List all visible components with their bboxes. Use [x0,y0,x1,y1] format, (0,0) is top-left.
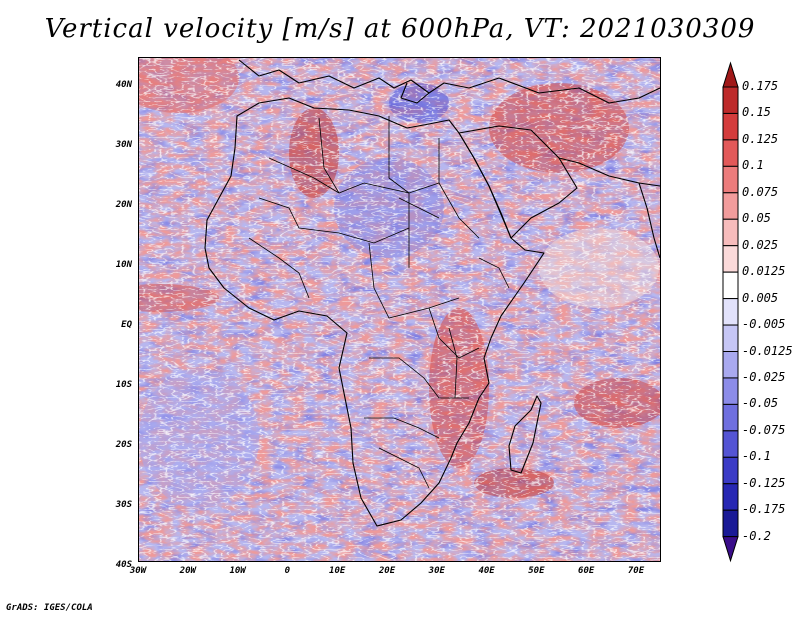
lon-tick-label: 40E [478,566,495,576]
credit-text: GrADS: IGES/COLA [6,603,93,613]
colorbar-segment [722,403,739,432]
lon-tick-label: 10W [229,566,246,576]
colorbar-max-arrow [722,61,739,88]
chart-title: Vertical velocity [m/s] at 600hPa, VT: 2… [44,14,756,44]
colorbar-level-label: 0.15 [742,105,771,120]
colorbar-segment [722,271,739,300]
colorbar-segment [722,218,739,247]
vertical-velocity-map [139,58,660,561]
colorbar-level-label: 0.125 [742,131,779,146]
colorbar-segment [722,112,739,141]
colorbar-level-label: -0.2 [742,528,771,543]
lat-tick-label: 20S [115,440,132,450]
lat-tick-label: 40S [115,560,132,570]
lat-tick-label: 20N [115,200,132,210]
lat-tick-label: EQ [121,320,132,330]
colorbar-segment [722,324,739,352]
lon-tick-label: 0 [284,566,291,576]
colorbar-level-label: 0.075 [742,184,779,199]
colorbar-segment [722,456,739,485]
colorbar-segment [722,245,739,273]
lon-tick-label: 60E [578,566,595,576]
lon-tick-label: 30E [428,566,445,576]
lon-tick-label: 50E [528,566,545,576]
lon-tick-label: 30W [129,566,147,576]
colorbar-segment [722,86,739,114]
colorbar-level-label: -0.005 [742,317,786,332]
colorbar-level-label: -0.025 [742,369,786,384]
colorbar-level-label: 0.05 [742,211,771,226]
colorbar-segment [722,377,739,405]
colorbar-segment [722,430,739,458]
lon-tick-label: 20W [179,566,196,576]
colorbar-level-label: 0.1 [742,158,764,173]
colorbar-segment [722,165,739,194]
colorbar-level-label: 0.005 [742,290,779,305]
colorbar-level-label: -0.05 [742,396,779,411]
colorbar-level-label: -0.125 [742,475,786,490]
colorbar-segment [722,192,739,220]
lat-tick-label: 40N [115,80,132,90]
colorbar-level-label: -0.075 [742,422,786,437]
colorbar-level-label: -0.1 [742,449,771,464]
colorbar-segment [722,351,739,379]
lon-tick-label: 20E [378,566,396,576]
colorbar-level-label: -0.175 [742,502,786,517]
lat-tick-label: 30N [115,140,132,150]
colorbar-level-label: 0.025 [742,237,779,252]
country-borders [248,116,510,489]
lat-tick-label: 10N [115,260,132,270]
colorbar-segment [722,483,739,511]
colorbar-segment [722,139,739,167]
colorbar-level-label: 0.175 [742,79,779,93]
lat-tick-label: 10S [115,380,132,390]
coastlines [204,59,660,527]
lon-tick-label: 10E [329,566,346,576]
lat-tick-label: 30S [115,500,132,510]
colorbar-level-label: 0.0125 [742,264,786,279]
colorbar-level-label: -0.0125 [742,343,793,358]
map-panel [138,57,661,562]
lon-tick-label: 70E [627,566,645,576]
colorbar-segment [722,509,739,538]
colorbar-segment [722,298,739,326]
field-contours [139,58,660,561]
colorbar-min-arrow [722,536,739,563]
